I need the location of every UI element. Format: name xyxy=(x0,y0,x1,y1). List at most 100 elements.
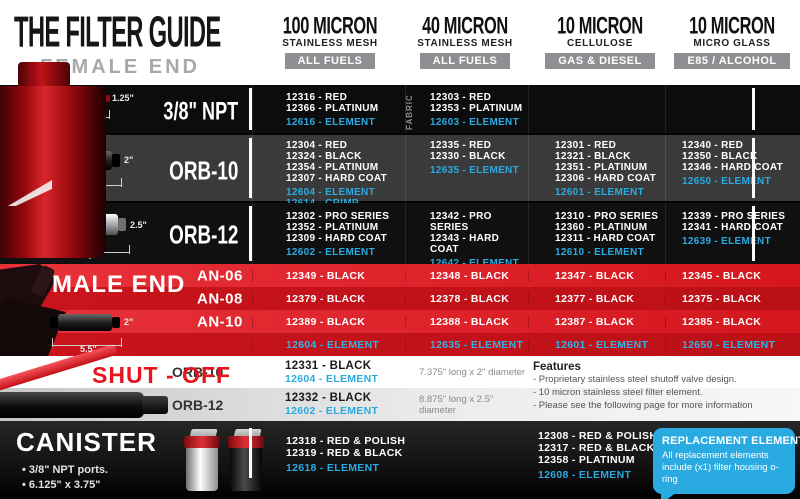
row-title: ORB-12 xyxy=(168,220,238,250)
list-line: • 6.125" x 3.75" xyxy=(22,479,101,491)
list-line: 12318 - RED & POLISH xyxy=(286,435,406,447)
row-title: ORB-12 xyxy=(172,396,224,413)
part-list: 12335 - RED 12330 - BLACK xyxy=(430,140,528,162)
list-line: 12316 - RED xyxy=(286,92,348,103)
cell-40micron: 12335 - RED 12330 - BLACK 12635 - ELEMENT xyxy=(405,135,528,201)
row-title: ORB-10 xyxy=(172,364,224,380)
list-line: 12321 - BLACK xyxy=(555,151,631,162)
cell-100micron: 12349 - BLACK xyxy=(252,269,405,282)
cell-10micron-cellulose: 12377 - BLACK xyxy=(528,292,665,305)
table-row-male-elements: 12604 - ELEMENT 12635 - ELEMENT 12601 - … xyxy=(0,333,800,356)
list-line: 12650 - ELEMENT xyxy=(682,176,771,187)
list-line: 12618 - ELEMENT xyxy=(286,462,380,474)
male-end-section-title: MALE END xyxy=(52,271,186,298)
cell-10micron-microglass: 12339 - PRO SERIES 12341 - HARD COAT 1263… xyxy=(665,203,800,264)
cell-10micron-cellulose: 12308 - RED & POLISH 12317 - RED & BLACK 1… xyxy=(538,430,657,481)
cell-40micron: 12303 - RED 12353 - PLATINUM 12603 - ELEM… xyxy=(405,85,528,133)
shutoff-valve-product-photo xyxy=(0,343,194,422)
list-line: 12342 - PRO SERIES xyxy=(430,211,492,233)
list-line: 12635 - ELEMENT xyxy=(430,165,519,176)
cell-100micron-element: 12604 - ELEMENT xyxy=(252,338,405,351)
canister-specs: • 3/8" NPT ports. • 6.125" x 3.75" xyxy=(22,463,108,493)
part-list: 12308 - RED & POLISH 12317 - RED & BLACK 1… xyxy=(538,430,657,466)
callout-title: REPLACEMENT ELEMENTS xyxy=(662,435,800,447)
list-line: 12343 - HARD COAT xyxy=(430,233,500,255)
divider-line xyxy=(752,138,755,198)
cell-10micron-cellulose xyxy=(528,85,665,133)
male-end-section: AN-06 12349 - BLACK 12348 - BLACK 12347 … xyxy=(0,264,800,356)
female-end-section-label: FEMALE END xyxy=(40,56,200,78)
cell-40micron: 12378 - BLACK xyxy=(405,292,528,305)
canister-product-photos xyxy=(184,429,274,493)
row-title: ORB-10 xyxy=(168,156,238,186)
valve-body xyxy=(0,392,144,418)
part-list: 12302 - PRO SERIES 12352 - PLATINUM 12309 … xyxy=(286,211,405,244)
red-filter-product-photo xyxy=(0,62,112,258)
cell-10micron-cellulose: 12301 - RED 12321 - BLACK 12351 - PLATINUM… xyxy=(528,135,665,201)
fabric-note: FABRIC xyxy=(405,94,414,130)
divider-line xyxy=(752,206,755,261)
cell-10micron-cellulose: 12347 - BLACK xyxy=(528,269,665,282)
element-list: 12618 - ELEMENT xyxy=(286,462,405,474)
cell-10micron-cellulose-element: 12601 - ELEMENT xyxy=(528,338,665,351)
list-line: 12319 - RED & BLACK xyxy=(286,447,403,459)
features-list: - Proprietary stainless steel shutoff va… xyxy=(533,373,753,412)
list-line: 12309 - HARD COAT xyxy=(286,233,388,244)
list-line: 12301 - RED xyxy=(555,140,617,151)
size-note: 8.875" long x 2.5" diameter xyxy=(419,393,494,416)
cell-10micron-microglass xyxy=(665,85,800,133)
media-label: STAINLESS MESH xyxy=(417,38,513,49)
dimension-height: 2.5" xyxy=(130,220,147,230)
row-title: AN-06 xyxy=(197,267,243,284)
divider-line xyxy=(249,428,252,478)
element-list: 12603 - ELEMENT xyxy=(430,117,528,128)
features-block: Features - Proprietary stainless steel s… xyxy=(533,361,753,412)
header: THE FILTER GUIDE FEMALE END 100 MICRON S… xyxy=(0,0,800,85)
cell-10micron-microglass: 12340 - RED 12350 - BLACK 12346 - HARD COA… xyxy=(665,135,800,201)
valve-tip xyxy=(142,396,168,414)
cell-part: 12331 - BLACK 12604 - ELEMENT xyxy=(252,356,405,388)
cell-100micron: 12379 - BLACK xyxy=(252,292,405,305)
shutoff-section: ORB-10 12331 - BLACK 12604 - ELEMENT 7.3… xyxy=(0,343,800,422)
cell-40micron: 12388 - BLACK xyxy=(405,315,528,328)
size-note: 7.375" long x 2" diameter xyxy=(419,366,526,378)
cell-40micron: 12348 - BLACK xyxy=(405,269,528,282)
an-fitting-product-photo xyxy=(0,264,111,356)
cell-part: 12332 - BLACK 12602 - ELEMENT xyxy=(252,388,405,421)
list-line: 12642 - ELEMENT xyxy=(430,258,528,269)
list-line: 12302 - PRO SERIES xyxy=(286,211,390,222)
list-line: 12639 - ELEMENT xyxy=(682,236,771,247)
cell-10micron-microglass: 12385 - BLACK xyxy=(665,315,800,328)
silver-canister-photo xyxy=(184,436,220,491)
list-line: 12341 - HARD COAT xyxy=(682,222,784,233)
canister-section-title: CANISTER xyxy=(16,427,157,457)
part-list: 12301 - RED 12321 - BLACK 12351 - PLATINUM… xyxy=(555,140,665,184)
shutoff-section-title: SHUT - OFF xyxy=(92,362,232,388)
cell-100micron: 12304 - RED 12324 - BLACK 12354 - PLATINUM… xyxy=(252,135,405,220)
list-line: 12324 - BLACK xyxy=(286,151,362,162)
micron-label: 10 MICRON xyxy=(557,13,643,40)
cell-10micron-cellulose: 12387 - BLACK xyxy=(528,315,665,328)
list-line: 12353 - PLATINUM xyxy=(430,103,523,114)
cell-100micron: 12302 - PRO SERIES 12352 - PLATINUM 12309 … xyxy=(252,203,405,264)
filter-cylinder-graphic xyxy=(50,314,120,331)
list-line: 12335 - RED xyxy=(430,140,492,151)
part-list: 12342 - PRO SERIES 12343 - HARD COAT xyxy=(430,211,528,255)
cell-100micron: 12316 - RED 12366 - PLATINUM 12616 - ELEM… xyxy=(252,85,405,133)
cell-40micron-element: 12635 - ELEMENT xyxy=(405,338,528,351)
black-canister-photo xyxy=(228,436,264,491)
row-title: AN-08 xyxy=(197,290,243,307)
element-list: 12635 - ELEMENT xyxy=(430,165,528,176)
list-line: 12354 - PLATINUM xyxy=(286,162,379,173)
list-line: - Please see the following page for more… xyxy=(533,400,753,411)
part-list: 12316 - RED 12366 - PLATINUM xyxy=(286,92,405,114)
cell-10micron-microglass: 12345 - BLACK xyxy=(665,269,800,282)
list-line: 12330 - BLACK xyxy=(430,151,506,162)
element-list: 12602 - ELEMENT xyxy=(286,247,405,258)
list-line: 12308 - RED & POLISH xyxy=(538,430,658,442)
